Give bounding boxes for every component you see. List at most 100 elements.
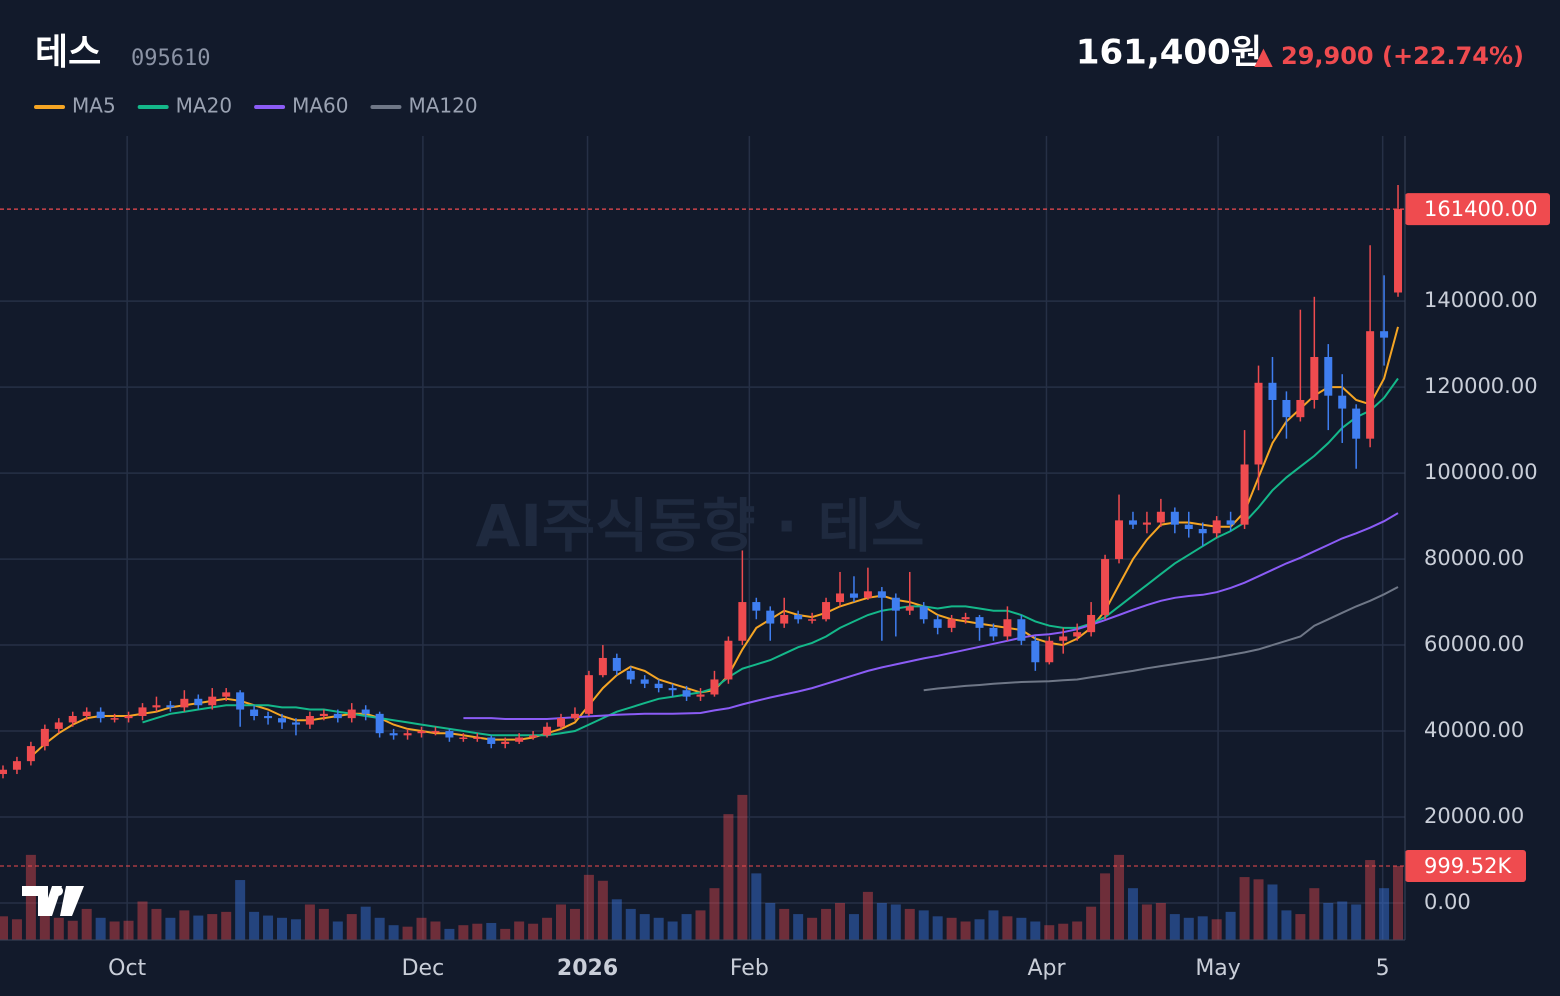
volume-bar [277, 917, 288, 940]
volume-bar [876, 902, 887, 940]
volume-bar [890, 904, 901, 940]
volume-bar [1114, 854, 1125, 940]
candle-body [222, 692, 231, 697]
volume-bar [807, 917, 818, 940]
grid: 0.00 20000.00 40000.00 60000.00 80000.00 1000… [0, 136, 1538, 981]
volume-bar [193, 915, 204, 940]
volume-bar [67, 920, 78, 940]
logo [22, 886, 84, 916]
candle-body [849, 593, 858, 598]
candle-body [863, 591, 872, 598]
candle-body [766, 610, 775, 624]
volume-bar [416, 917, 427, 940]
candle-body [1198, 528, 1207, 534]
volume-bar [723, 814, 734, 940]
candle-body [194, 698, 203, 706]
volume-bar [109, 921, 120, 940]
candle-body [250, 709, 259, 716]
candle-body [1128, 520, 1137, 525]
volume-bar [346, 914, 357, 940]
x-tick-label: Oct [108, 956, 146, 981]
volume-bar [528, 923, 539, 940]
volume-bar [1141, 904, 1152, 940]
volume-bar [709, 888, 720, 940]
candle-body [794, 614, 803, 620]
legend-label: MA120 [408, 94, 477, 118]
x-tick-label: 2026 [557, 956, 618, 981]
volume-bar [1211, 919, 1222, 940]
candle-body [291, 722, 300, 725]
volume-bar [388, 925, 399, 940]
volume-bar [1309, 888, 1320, 940]
y-tick-label: 0.00 [1424, 890, 1471, 914]
candle-body [389, 733, 398, 736]
candle-body [347, 709, 356, 719]
volume-bar [779, 908, 790, 940]
candle-body [96, 711, 105, 719]
volume-bar [53, 917, 64, 940]
y-tick-label: 140000.00 [1424, 288, 1538, 312]
volume-bar [207, 914, 218, 940]
volume-bar [402, 926, 413, 940]
candle-body [26, 746, 35, 762]
legend-label: MA20 [176, 94, 232, 118]
x-tick-label: May [1195, 956, 1240, 981]
volume-bar [1379, 888, 1390, 940]
volume-bar [974, 919, 985, 940]
volume-bar [500, 928, 511, 940]
volume-bar [151, 908, 162, 940]
candle-body [138, 707, 147, 716]
volume-bar [165, 917, 176, 940]
volume-bar [751, 873, 762, 940]
candle-body [0, 769, 7, 775]
price-change: ▲ 29,900 (+22.74%) [1254, 42, 1524, 70]
volume-bar [318, 908, 329, 940]
volume-bar [667, 921, 678, 940]
x-tick-label: 5 [1376, 956, 1390, 981]
logo-shape [60, 886, 84, 916]
candle-body [877, 591, 886, 598]
candle-body [724, 640, 733, 680]
candle-body [1212, 520, 1221, 534]
candle-body [124, 715, 133, 719]
volume-bar [514, 921, 525, 940]
volume-bar [597, 880, 608, 940]
ma-line [463, 512, 1399, 720]
candle-body [891, 597, 900, 611]
candle-body [473, 737, 482, 739]
candle-body [1296, 399, 1305, 418]
candle-body [989, 627, 998, 637]
candle-body [738, 602, 747, 641]
volume-bar [1323, 902, 1334, 940]
candle-body [919, 606, 928, 620]
x-tick-label: Dec [402, 956, 445, 981]
candle-body [947, 619, 956, 628]
y-tick-label: 80000.00 [1424, 546, 1524, 570]
volume-bar [681, 914, 692, 940]
y-tick-label: 40000.00 [1424, 718, 1524, 742]
candle-layer [0, 185, 1403, 779]
price-badge [1405, 193, 1550, 226]
candle-body [570, 713, 579, 719]
candle-body [1087, 614, 1096, 633]
volume-bar [360, 906, 371, 940]
volume-layer [0, 794, 1404, 940]
candle-body [1156, 511, 1165, 523]
volume-badge [1405, 850, 1526, 883]
volume-bar [472, 923, 483, 940]
volume-bar [11, 919, 22, 940]
volume-bar [835, 902, 846, 940]
volume-bar [542, 917, 553, 940]
y-tick-label: 120000.00 [1424, 374, 1538, 398]
stock-code: 095610 [131, 46, 210, 71]
candle-body [696, 694, 705, 697]
stock-name: 테스 [35, 32, 101, 73]
volume-bar [821, 908, 832, 940]
volume-bar [1267, 884, 1278, 940]
candle-body [710, 679, 719, 695]
volume-bar [0, 916, 8, 940]
candle-body [557, 718, 566, 727]
candle-body [403, 733, 412, 736]
candle-body [808, 619, 817, 621]
